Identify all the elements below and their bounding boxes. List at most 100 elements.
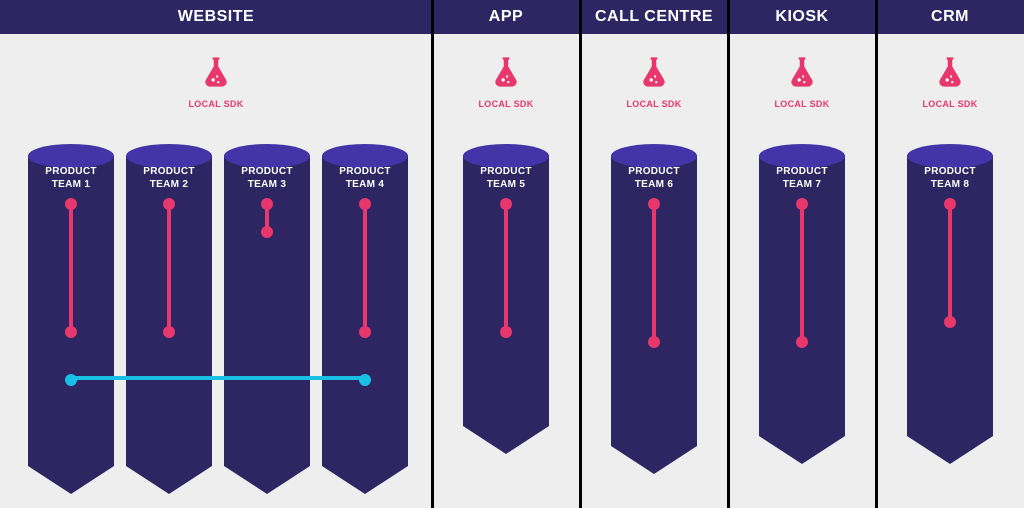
connector-dot-right xyxy=(359,374,371,386)
pillar-dot-bottom xyxy=(65,326,77,338)
pillar-dot-top xyxy=(796,198,808,210)
pillar-stem xyxy=(363,204,367,332)
pillar-title-line: PRODUCT xyxy=(28,166,114,179)
pillar-cap xyxy=(322,144,408,168)
pillar-title: PRODUCTTEAM 8 xyxy=(907,166,993,191)
pillar-dot-top xyxy=(65,198,77,210)
cross-team-connector xyxy=(71,376,365,380)
section-divider xyxy=(727,0,730,508)
section-header-label: WEBSITE xyxy=(178,8,254,26)
pillar-stem xyxy=(69,204,73,332)
pillar-cap xyxy=(759,144,845,168)
pillar-tip xyxy=(322,466,408,494)
pillar-stem xyxy=(800,204,804,342)
product-team-pillar: PRODUCTTEAM 4 xyxy=(322,144,408,494)
pillar-tip xyxy=(611,446,697,474)
diagram-stage: WEBSITE APP CALL CENTRE KIOSK CRM LOCAL SDK LO… xyxy=(0,0,1024,508)
pillar-title: PRODUCTTEAM 7 xyxy=(759,166,845,191)
pillar-tip xyxy=(907,436,993,464)
product-team-pillar: PRODUCTTEAM 6 xyxy=(611,144,697,474)
pillar-tip xyxy=(28,466,114,494)
flask-icon xyxy=(920,54,980,95)
pillar-dot-bottom xyxy=(648,336,660,348)
pillar-title: PRODUCTTEAM 5 xyxy=(463,166,549,191)
section-divider xyxy=(431,0,434,508)
pillar-tip xyxy=(224,466,310,494)
pillar-title: PRODUCTTEAM 6 xyxy=(611,166,697,191)
pillar-title-line: PRODUCT xyxy=(322,166,408,179)
local-sdk-label: LOCAL SDK xyxy=(476,99,536,109)
pillar-dot-top xyxy=(500,198,512,210)
pillar-dot-bottom xyxy=(500,326,512,338)
pillar-title-line: PRODUCT xyxy=(126,166,212,179)
pillar-dot-top xyxy=(944,198,956,210)
local-sdk-label: LOCAL SDK xyxy=(772,99,832,109)
pillar-title-line: TEAM 2 xyxy=(126,179,212,192)
section-header: KIOSK xyxy=(728,0,876,34)
pillar-dot-bottom xyxy=(261,226,273,238)
pillar-dot-bottom xyxy=(359,326,371,338)
pillar-tip xyxy=(463,426,549,454)
pillar-title: PRODUCTTEAM 1 xyxy=(28,166,114,191)
flask-icon xyxy=(772,54,832,95)
section-header: WEBSITE xyxy=(0,0,432,34)
pillar-dot-top xyxy=(163,198,175,210)
section-header: CRM xyxy=(876,0,1024,34)
pillar-dot-bottom xyxy=(944,316,956,328)
local-sdk: LOCAL SDK xyxy=(920,54,980,109)
pillar-dot-bottom xyxy=(163,326,175,338)
pillar-title-line: TEAM 4 xyxy=(322,179,408,192)
product-team-pillar: PRODUCTTEAM 2 xyxy=(126,144,212,494)
pillar-title-line: TEAM 5 xyxy=(463,179,549,192)
pillar-title-line: TEAM 6 xyxy=(611,179,697,192)
section-header-label: CALL CENTRE xyxy=(595,8,713,26)
local-sdk-label: LOCAL SDK xyxy=(920,99,980,109)
product-team-pillar: PRODUCTTEAM 3 xyxy=(224,144,310,494)
pillar-cap xyxy=(611,144,697,168)
section-header: APP xyxy=(432,0,580,34)
local-sdk-label: LOCAL SDK xyxy=(624,99,684,109)
local-sdk: LOCAL SDK xyxy=(624,54,684,109)
pillar-cap xyxy=(907,144,993,168)
local-sdk: LOCAL SDK xyxy=(186,54,246,109)
section-header-label: APP xyxy=(489,8,523,26)
section-divider xyxy=(579,0,582,508)
pillar-dot-top xyxy=(359,198,371,210)
pillar-cap xyxy=(28,144,114,168)
pillar-stem xyxy=(948,204,952,322)
pillar-title-line: PRODUCT xyxy=(759,166,845,179)
pillar-stem xyxy=(504,204,508,332)
flask-icon xyxy=(186,54,246,95)
pillar-dot-bottom xyxy=(796,336,808,348)
product-team-pillar: PRODUCTTEAM 5 xyxy=(463,144,549,454)
product-team-pillar: PRODUCTTEAM 7 xyxy=(759,144,845,464)
pillar-title-line: TEAM 8 xyxy=(907,179,993,192)
flask-icon xyxy=(476,54,536,95)
pillar-title-line: TEAM 1 xyxy=(28,179,114,192)
pillar-title-line: PRODUCT xyxy=(907,166,993,179)
section-header-label: KIOSK xyxy=(775,8,828,26)
pillar-title: PRODUCTTEAM 4 xyxy=(322,166,408,191)
pillar-title-line: TEAM 7 xyxy=(759,179,845,192)
pillar-cap xyxy=(463,144,549,168)
pillar-cap xyxy=(224,144,310,168)
connector-dot-left xyxy=(65,374,77,386)
pillar-stem xyxy=(167,204,171,332)
flask-icon xyxy=(624,54,684,95)
pillar-title-line: TEAM 3 xyxy=(224,179,310,192)
pillar-title-line: PRODUCT xyxy=(224,166,310,179)
pillar-tip xyxy=(759,436,845,464)
pillar-dot-top xyxy=(261,198,273,210)
pillar-cap xyxy=(126,144,212,168)
pillar-title: PRODUCTTEAM 2 xyxy=(126,166,212,191)
product-team-pillar: PRODUCTTEAM 1 xyxy=(28,144,114,494)
product-team-pillar: PRODUCTTEAM 8 xyxy=(907,144,993,464)
local-sdk-label: LOCAL SDK xyxy=(186,99,246,109)
local-sdk: LOCAL SDK xyxy=(772,54,832,109)
local-sdk: LOCAL SDK xyxy=(476,54,536,109)
section-header-label: CRM xyxy=(931,8,969,26)
section-header: CALL CENTRE xyxy=(580,0,728,34)
pillar-stem xyxy=(652,204,656,342)
pillar-dot-top xyxy=(648,198,660,210)
pillar-title-line: PRODUCT xyxy=(463,166,549,179)
